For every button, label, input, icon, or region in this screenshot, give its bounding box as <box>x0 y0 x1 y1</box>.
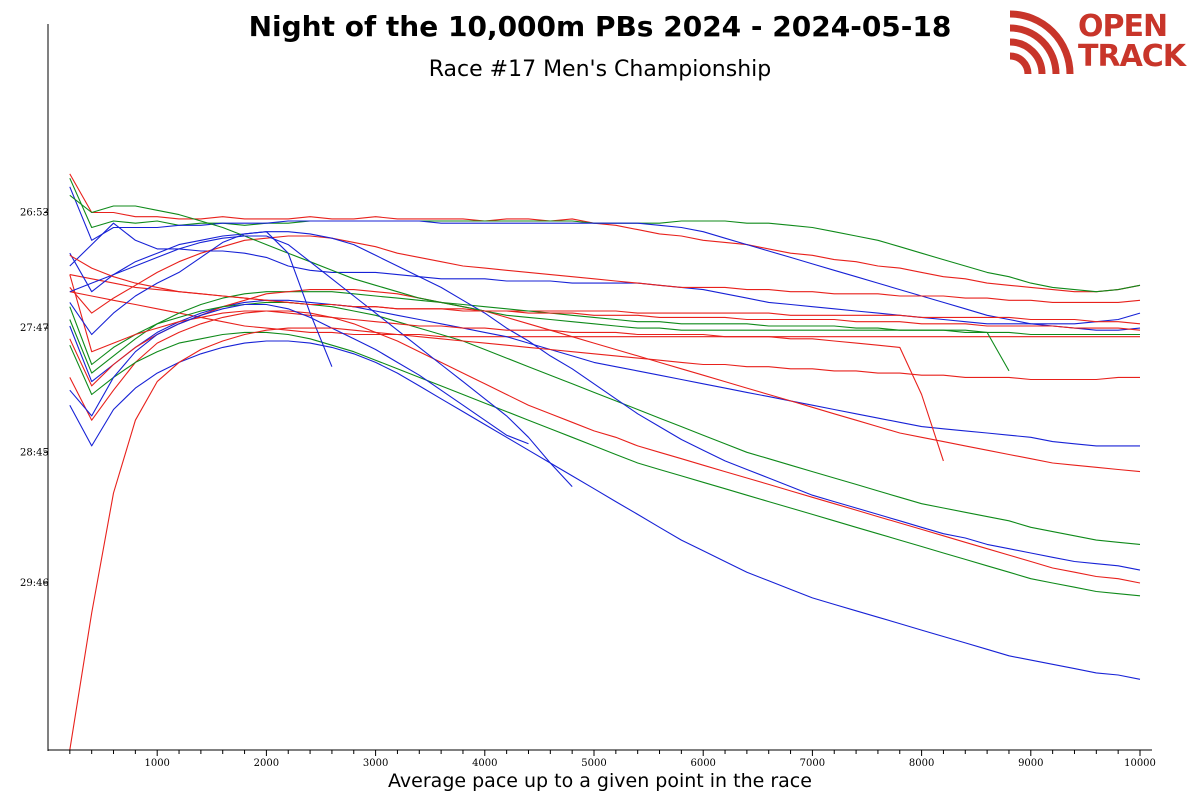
x-tick-label: 1000 <box>144 758 169 769</box>
logo-wordmark: OPEN TRACK <box>1078 9 1186 74</box>
logo-arcs-icon <box>1009 10 1074 75</box>
chart-header: Night of the 10,000m PBs 2024 - 2024-05-… <box>0 0 1200 90</box>
series-line-20 <box>69 231 333 367</box>
series-layer <box>69 173 1141 751</box>
y-tick-label: 28:45 <box>20 447 49 458</box>
x-tick-label: 8000 <box>909 758 934 769</box>
series-line-7 <box>69 235 1141 314</box>
series-line-21 <box>69 254 1141 331</box>
series-line-13 <box>69 310 1141 584</box>
series-line-4 <box>69 186 1141 331</box>
x-tick-label: 3000 <box>363 758 388 769</box>
series-line-9 <box>69 299 1140 447</box>
chart-subtitle: Race #17 Men's Championship <box>428 57 772 82</box>
series-line-2 <box>69 173 1141 293</box>
logo-line-1: OPEN <box>1078 9 1168 44</box>
y-tick-label: 27:47 <box>20 323 49 334</box>
y-tick-label: 26:53 <box>20 207 49 218</box>
series-line-10 <box>69 289 1141 473</box>
series-line-15 <box>69 340 1141 680</box>
x-tick-label: 10000 <box>1124 758 1156 769</box>
series-line-17 <box>69 194 1010 372</box>
x-axis-title: Average pace up to a given point in the … <box>388 770 812 792</box>
series-line-22 <box>69 327 1140 751</box>
chart-title: Night of the 10,000m PBs 2024 - 2024-05-… <box>248 10 952 43</box>
x-tick-label: 7000 <box>800 758 825 769</box>
logo-line-2: TRACK <box>1078 39 1186 74</box>
x-tick-label: 5000 <box>581 758 606 769</box>
x-tick-label: 6000 <box>690 758 715 769</box>
axes-layer: 1000 2000 3000 4000 5000 6000 7000 8000 9000 1000… <box>20 24 1156 769</box>
series-line-18 <box>69 303 529 445</box>
x-tick-label: 4000 <box>472 758 497 769</box>
series-line-1 <box>69 291 1140 338</box>
series-line-5 <box>69 222 1141 325</box>
series-line-8 <box>69 291 1140 374</box>
series-line-14 <box>69 331 1141 597</box>
series-line-16 <box>69 274 944 462</box>
series-line-19 <box>69 235 573 487</box>
y-tick-label: 29:46 <box>20 578 49 589</box>
x-tick-label: 9000 <box>1018 758 1043 769</box>
series-line-12 <box>69 231 1141 571</box>
opentrack-logo: OPEN TRACK <box>1006 8 1196 78</box>
x-tick-label: 2000 <box>254 758 279 769</box>
